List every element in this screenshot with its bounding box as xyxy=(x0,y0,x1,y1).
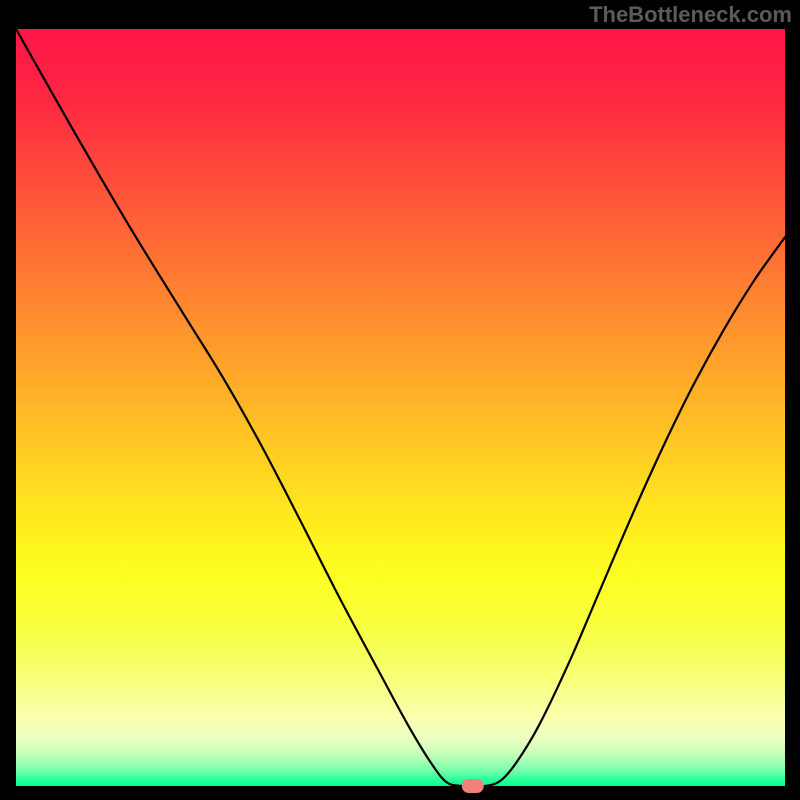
optimal-point-marker xyxy=(462,779,484,793)
watermark-text: TheBottleneck.com xyxy=(589,2,792,28)
chart-plot-area xyxy=(16,29,785,786)
chart-svg xyxy=(0,0,800,800)
bottleneck-chart: TheBottleneck.com xyxy=(0,0,800,800)
